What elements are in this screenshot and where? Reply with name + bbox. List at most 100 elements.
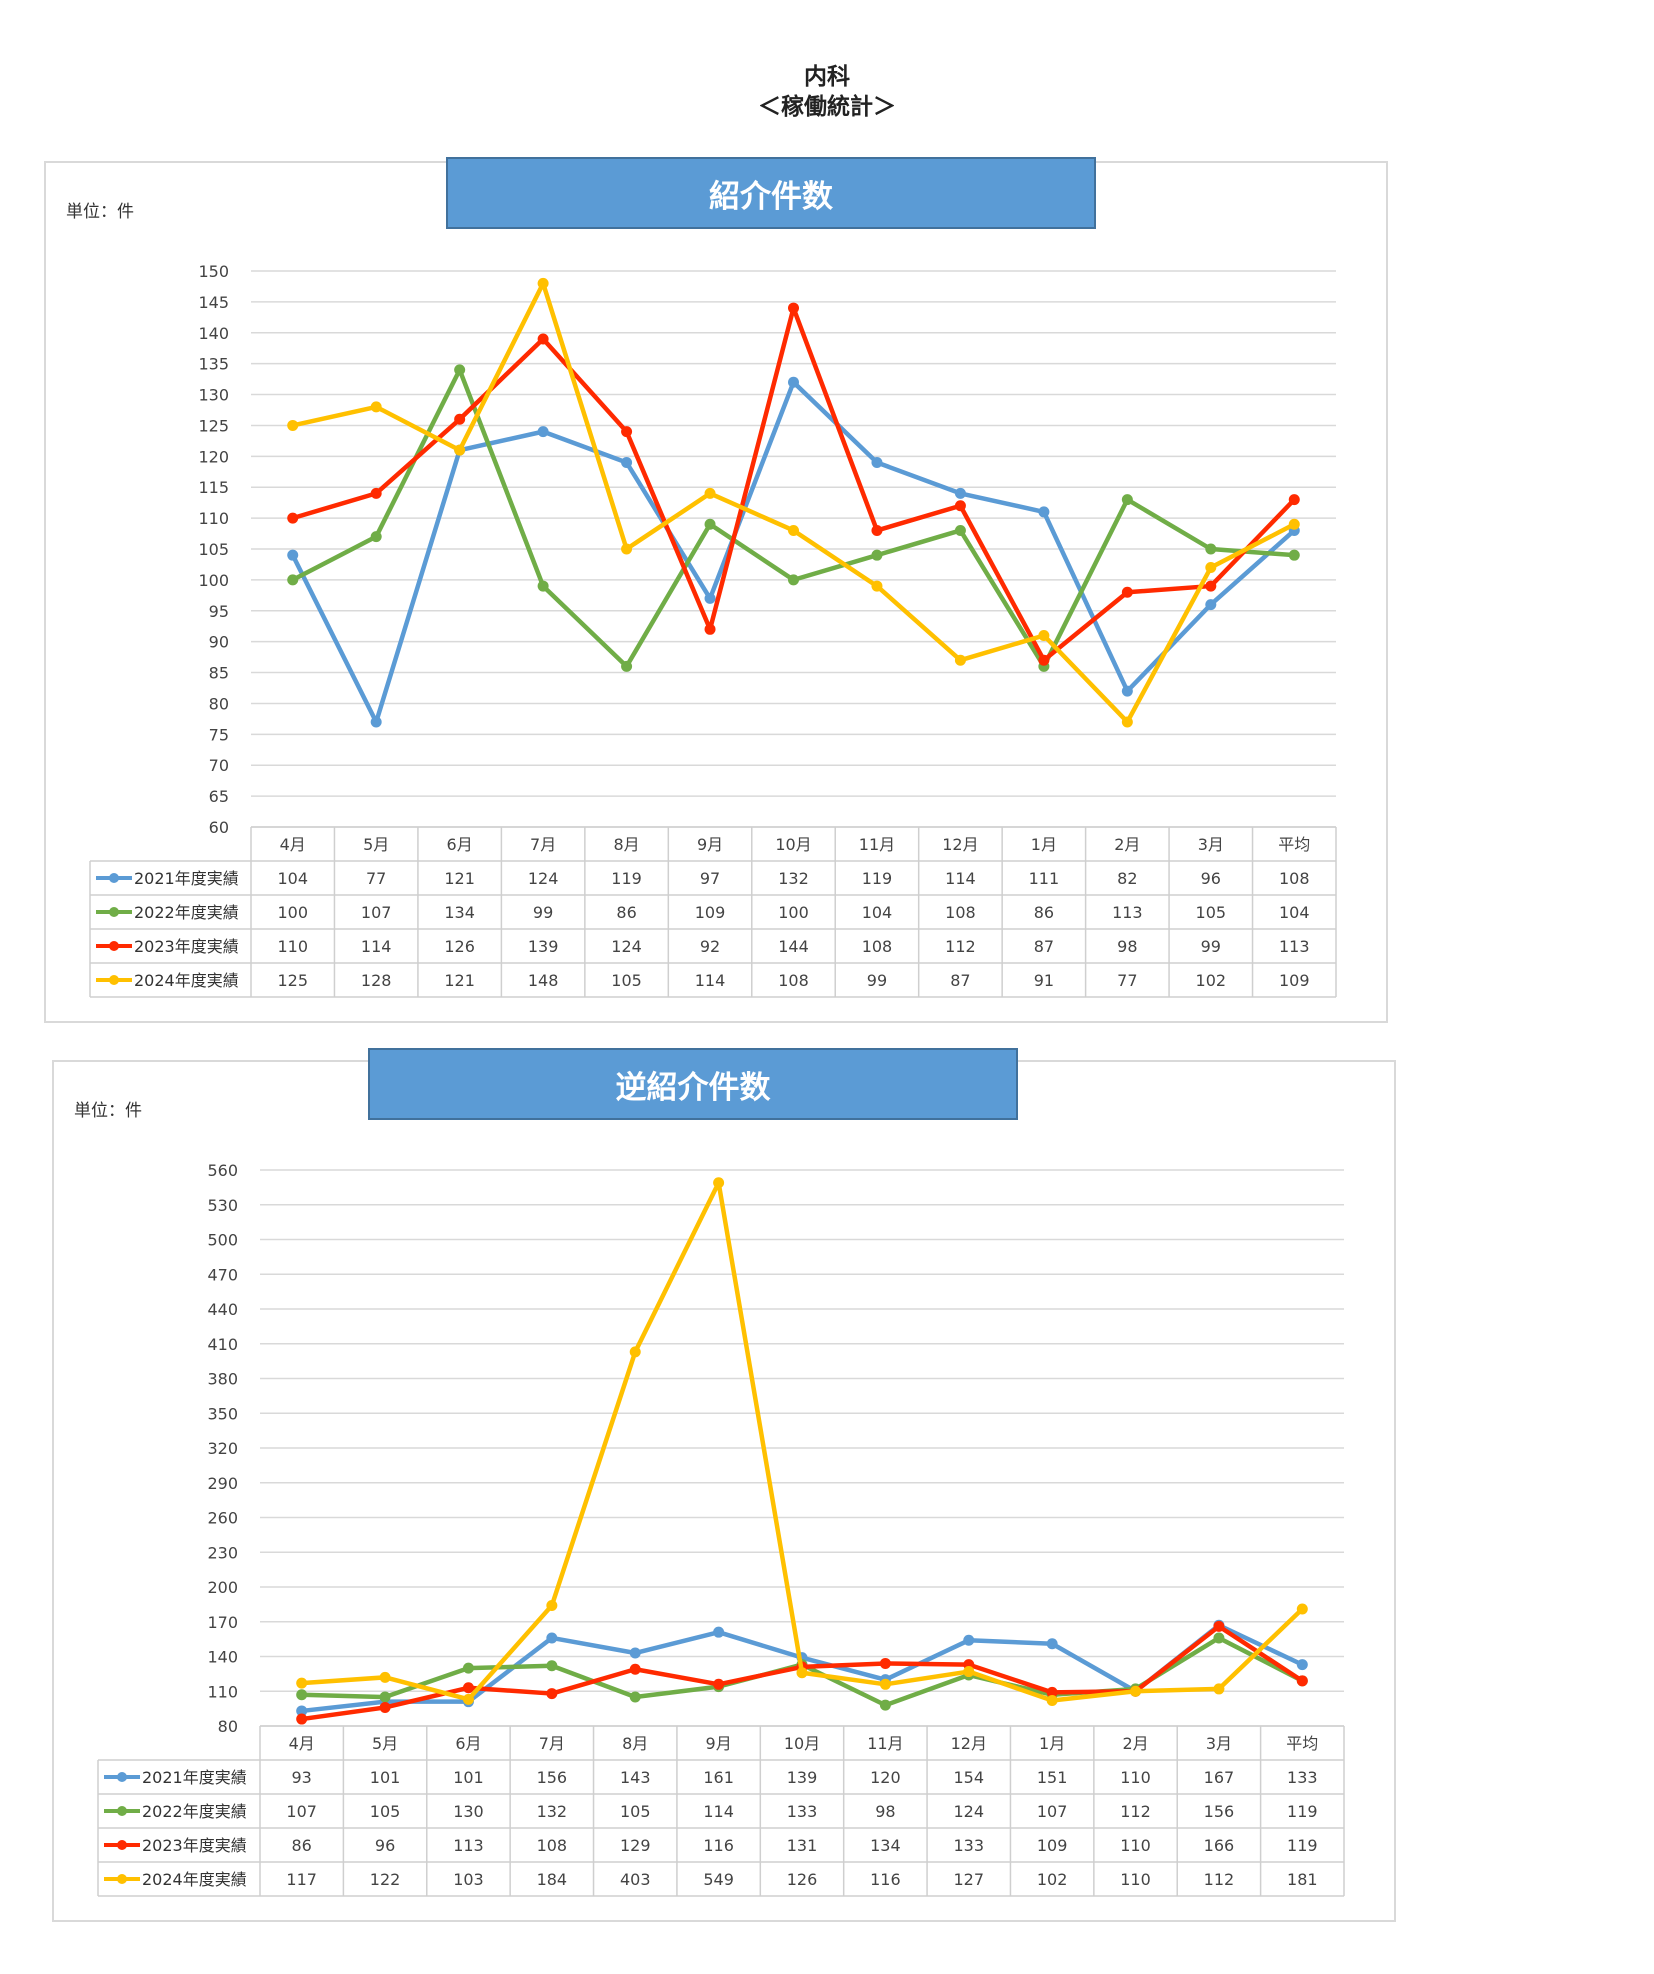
data-point: [1288, 494, 1300, 506]
data-table-cell: 92: [700, 937, 720, 956]
data-point: [462, 1693, 474, 1705]
data-point: [454, 413, 466, 425]
data-table-cell: 112: [945, 937, 976, 956]
data-table-cell: 134: [444, 903, 475, 922]
data-table-cell: 100: [277, 903, 308, 922]
data-table-cell: 110: [1120, 1836, 1151, 1855]
data-point: [621, 457, 633, 469]
legend-label: 2023年度実績: [134, 937, 239, 956]
y-tick-label: 140: [198, 324, 229, 343]
data-point: [1205, 562, 1217, 574]
data-table-cell: 108: [862, 937, 893, 956]
y-tick-label: 320: [207, 1439, 238, 1458]
x-tick-label: 7月: [530, 835, 556, 854]
data-table-cell: 113: [453, 1836, 484, 1855]
data-point: [796, 1667, 808, 1679]
data-table-cell: 549: [703, 1870, 734, 1889]
data-point: [629, 1663, 641, 1675]
page-title-line2: ＜稼働統計＞: [758, 94, 896, 120]
data-point: [1121, 716, 1133, 728]
y-tick-label: 230: [207, 1543, 238, 1562]
data-table-cell: 133: [953, 1836, 984, 1855]
data-point: [1121, 494, 1133, 506]
data-point: [879, 1657, 891, 1669]
x-tick-label: 2月: [1122, 1734, 1148, 1753]
y-tick-label: 135: [198, 355, 229, 374]
data-table-cell: 132: [537, 1802, 568, 1821]
y-tick-label: 350: [207, 1404, 238, 1423]
data-table-cell: 121: [444, 869, 475, 888]
data-point: [1046, 1695, 1058, 1707]
data-point: [370, 401, 382, 413]
x-tick-label: 10月: [775, 835, 811, 854]
y-tick-label: 105: [198, 540, 229, 559]
legend-key-marker: [109, 907, 119, 917]
data-table-cell: 114: [361, 937, 392, 956]
data-table-cell: 93: [292, 1768, 312, 1787]
series-line: [301, 1180, 1304, 1703]
data-point: [879, 1699, 891, 1711]
data-point: [537, 580, 549, 592]
data-point: [1213, 1683, 1225, 1695]
data-point: [546, 1632, 558, 1644]
data-table-cell: 116: [703, 1836, 734, 1855]
y-tick-label: 260: [207, 1509, 238, 1528]
data-table-cell: 107: [1037, 1802, 1068, 1821]
data-point: [788, 574, 799, 586]
data-point: [454, 364, 466, 376]
data-table-cell: 144: [778, 937, 809, 956]
data-point: [1205, 543, 1217, 555]
data-point: [1205, 599, 1217, 611]
y-tick-label: 380: [207, 1370, 238, 1389]
data-point: [546, 1688, 558, 1700]
data-point: [621, 543, 633, 555]
data-table-cell: 112: [1204, 1870, 1235, 1889]
legend-key-marker: [109, 975, 119, 985]
data-table-cell: 119: [1287, 1836, 1318, 1855]
data-table-cell: 114: [945, 869, 976, 888]
y-tick-label: 100: [198, 571, 229, 590]
data-point: [287, 419, 299, 431]
data-table-cell: 105: [611, 971, 642, 990]
data-point: [462, 1682, 474, 1694]
data-table-cell: 96: [375, 1836, 395, 1855]
data-table-cell: 403: [620, 1870, 651, 1889]
data-point: [1213, 1632, 1225, 1644]
data-table-cell: 107: [361, 903, 392, 922]
y-tick-label: 75: [209, 725, 229, 744]
data-point: [537, 426, 549, 438]
data-point: [1205, 580, 1217, 592]
data-point: [621, 426, 633, 438]
series-line: [292, 305, 1296, 663]
data-table-cell: 166: [1204, 1836, 1235, 1855]
data-table-cell: 117: [286, 1870, 317, 1889]
data-table-cell: 124: [611, 937, 642, 956]
x-tick-label: 6月: [455, 1734, 481, 1753]
data-table-cell: 126: [787, 1870, 818, 1889]
data-point: [379, 1701, 391, 1713]
referral-chart-title: 紹介件数: [446, 157, 1096, 229]
x-tick-label: 5月: [363, 835, 389, 854]
x-tick-label: 8月: [613, 835, 639, 854]
x-tick-label: 11月: [859, 835, 895, 854]
y-tick-label: 170: [207, 1613, 238, 1632]
x-tick-label: 9月: [706, 1734, 732, 1753]
legend-key-marker: [109, 873, 119, 883]
y-tick-label: 440: [207, 1300, 238, 1319]
data-table-cell: 148: [528, 971, 559, 990]
data-table-cell: 156: [537, 1768, 568, 1787]
data-table-cell: 109: [695, 903, 726, 922]
legend-label: 2022年度実績: [142, 1802, 247, 1821]
data-point: [370, 531, 382, 543]
y-tick-label: 110: [198, 509, 229, 528]
reverse-referral-chart-plot: 80 110 140 170 200 230 260 290 320 350 380 410 440 47…: [97, 1161, 1345, 1897]
data-table-cell: 124: [953, 1802, 984, 1821]
data-table-cell: 102: [1037, 1870, 1068, 1889]
data-table-cell: 98: [875, 1802, 895, 1821]
data-table-cell: 122: [370, 1870, 401, 1889]
data-table-cell: 77: [1117, 971, 1137, 990]
data-table-cell: 100: [778, 903, 809, 922]
data-table-cell: 99: [1201, 937, 1221, 956]
data-point: [788, 524, 799, 536]
data-point: [629, 1691, 641, 1703]
